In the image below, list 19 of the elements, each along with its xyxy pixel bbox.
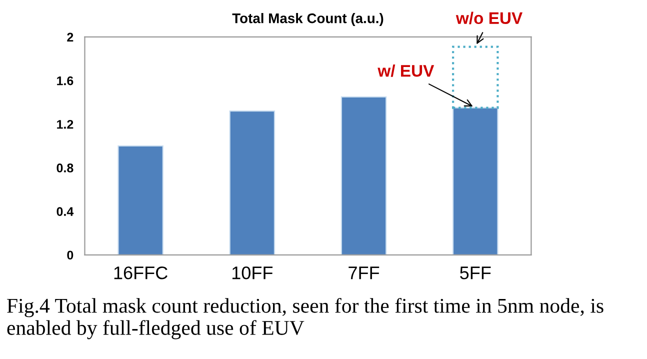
annotation: w/o EUV: [456, 12, 522, 24]
y-tick-label: 2: [67, 32, 74, 42]
bar: [340, 96, 387, 255]
y-tick-label: 0.4: [56, 207, 74, 216]
bar: [452, 107, 498, 255]
y-tick-label: 1.6: [57, 76, 74, 86]
annotation: w/ EUV: [378, 64, 434, 77]
x-tick-label: 5FF: [460, 266, 491, 280]
bar: [452, 46, 499, 109]
chart-title: Total Mask Count (a.u.): [232, 13, 384, 26]
y-tick-label: 1.2: [57, 120, 74, 129]
x-tick-label: 7FF: [348, 266, 380, 280]
bar: [229, 110, 276, 255]
y-tick-label: 0.8: [56, 164, 74, 172]
bar: [118, 145, 164, 255]
x-tick-label: 10FF: [232, 266, 273, 280]
y-tick-label: 0: [67, 250, 74, 260]
caption: Fig.4 Total mask count reduction, seen for the first time in 5nm node, is enabled by full-fledged use of EUV: [7, 298, 604, 340]
x-tick-label: 16FFC: [114, 266, 168, 280]
